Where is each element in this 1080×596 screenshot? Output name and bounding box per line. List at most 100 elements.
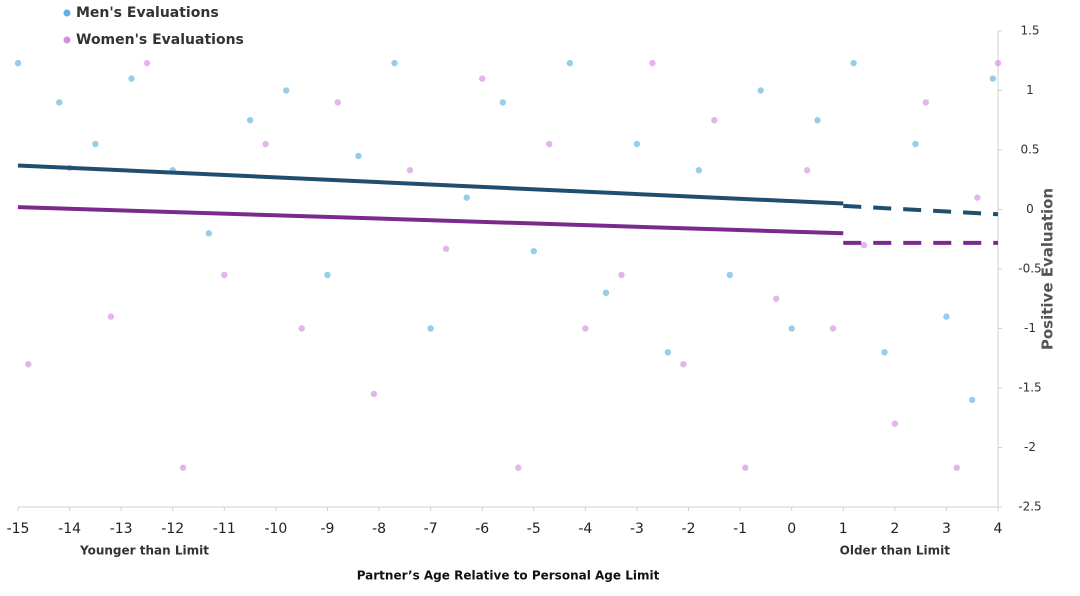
scatter-point: [205, 230, 213, 237]
scatter-point: [92, 140, 99, 148]
trend-line: [17, 163, 844, 206]
scatter-point: [618, 271, 625, 279]
x-tick-label: -7: [424, 521, 438, 537]
scatter-point: [221, 271, 228, 279]
scatter-point: [143, 59, 151, 67]
scatter-point: [262, 140, 269, 148]
scatter-point: [391, 59, 398, 67]
scatter-point: [633, 140, 641, 148]
scatter-point: [107, 313, 115, 320]
x-tick-label: -4: [578, 521, 592, 537]
scatter-point: [515, 464, 522, 471]
x-tick-label: 0: [787, 521, 796, 537]
x-tick-label: -8: [372, 521, 386, 537]
scatter-point: [128, 75, 135, 82]
scatter-point: [479, 75, 486, 82]
scatter-point: [246, 117, 254, 124]
x-tick-label: -5: [527, 521, 541, 537]
scatter-point: [530, 247, 537, 255]
scatter-point: [56, 99, 63, 106]
scatter-point: [922, 99, 929, 106]
scatter-point: [566, 59, 574, 67]
scatter-point: [582, 325, 589, 332]
scatter-point: [179, 464, 187, 471]
y-tick-label: -2: [1024, 440, 1036, 454]
scatter-point: [370, 390, 378, 398]
scatter-point: [499, 99, 507, 106]
scatter-point: [881, 349, 888, 356]
y-tick-label: -2.5: [1018, 500, 1041, 514]
x-tick-label: -11: [213, 521, 236, 537]
scatter-point: [803, 167, 811, 174]
scatter-point: [943, 313, 950, 320]
x-tick-label: -14: [58, 521, 81, 537]
y-tick-label: -0.5: [1018, 262, 1041, 276]
legend-label: Women's Evaluations: [76, 32, 244, 48]
x-tick-label: -2: [682, 521, 696, 537]
scatter-point: [726, 271, 733, 279]
x-tick-label: -9: [320, 521, 334, 537]
annotation: Older than Limit: [840, 544, 951, 558]
x-axis-title: Partner’s Age Relative to Personal Age L…: [357, 569, 660, 583]
scatter-point: [14, 59, 22, 67]
x-tick-label: -13: [110, 521, 133, 537]
legend-label: Men's Evaluations: [76, 5, 219, 21]
x-tick-label: -12: [161, 521, 184, 537]
scatter-point: [680, 361, 687, 368]
scatter-point: [649, 59, 656, 67]
y-tick-label: 0: [1026, 202, 1034, 216]
scatter-point: [788, 325, 795, 332]
scatter-point: [989, 75, 997, 82]
scatter-point: [406, 167, 414, 174]
scatter-point: [850, 59, 857, 67]
scatter-point: [427, 325, 434, 332]
scatter-point: [953, 464, 960, 471]
scatter-point: [969, 396, 976, 404]
x-tick-label: -15: [7, 521, 30, 537]
x-tick-label: 4: [994, 521, 1003, 537]
x-tick-label: 2: [890, 521, 899, 537]
scatter-point: [860, 242, 868, 249]
scatter-point: [695, 167, 703, 174]
y-axis-title: Positive Evaluation: [1039, 188, 1057, 350]
scatter-point: [546, 140, 553, 148]
scatter-point: [912, 140, 919, 148]
y-tick-label: -1.5: [1018, 381, 1041, 395]
scatter-point: [324, 271, 331, 279]
scatter-point: [974, 194, 981, 201]
scatter-point: [891, 420, 899, 427]
scatter-point: [25, 361, 32, 368]
y-tick-label: 1.5: [1020, 24, 1039, 38]
trend-line: [17, 205, 844, 236]
scatter-point: [664, 349, 672, 356]
legend-marker: [63, 9, 71, 17]
scatter-point: [773, 295, 780, 302]
x-tick-label: -10: [264, 521, 287, 537]
x-tick-label: 1: [839, 521, 848, 537]
y-tick-label: 1: [1026, 83, 1034, 97]
scatter-point: [298, 325, 305, 332]
x-tick-label: -3: [630, 521, 644, 537]
y-tick-label: -1: [1024, 321, 1036, 335]
legend-marker: [63, 36, 71, 44]
x-tick-label: 3: [942, 521, 951, 537]
scatter-point: [355, 152, 362, 160]
scatter-point: [711, 117, 718, 124]
scatter-point: [742, 464, 749, 471]
x-tick-label: -6: [475, 521, 489, 537]
scatter-point: [994, 59, 1002, 67]
trend-line: [843, 203, 999, 217]
scatter-point: [463, 194, 470, 201]
scatter-point: [334, 99, 341, 106]
x-tick-label: -1: [733, 521, 747, 537]
annotation: Younger than Limit: [79, 544, 209, 558]
scatter-point: [442, 245, 450, 252]
scatter-point: [602, 289, 610, 296]
y-tick-label: 0.5: [1020, 143, 1039, 157]
scatter-point: [757, 87, 764, 94]
scatter-point: [814, 117, 821, 124]
scatter-point: [829, 325, 837, 332]
scatter-point: [283, 87, 290, 94]
